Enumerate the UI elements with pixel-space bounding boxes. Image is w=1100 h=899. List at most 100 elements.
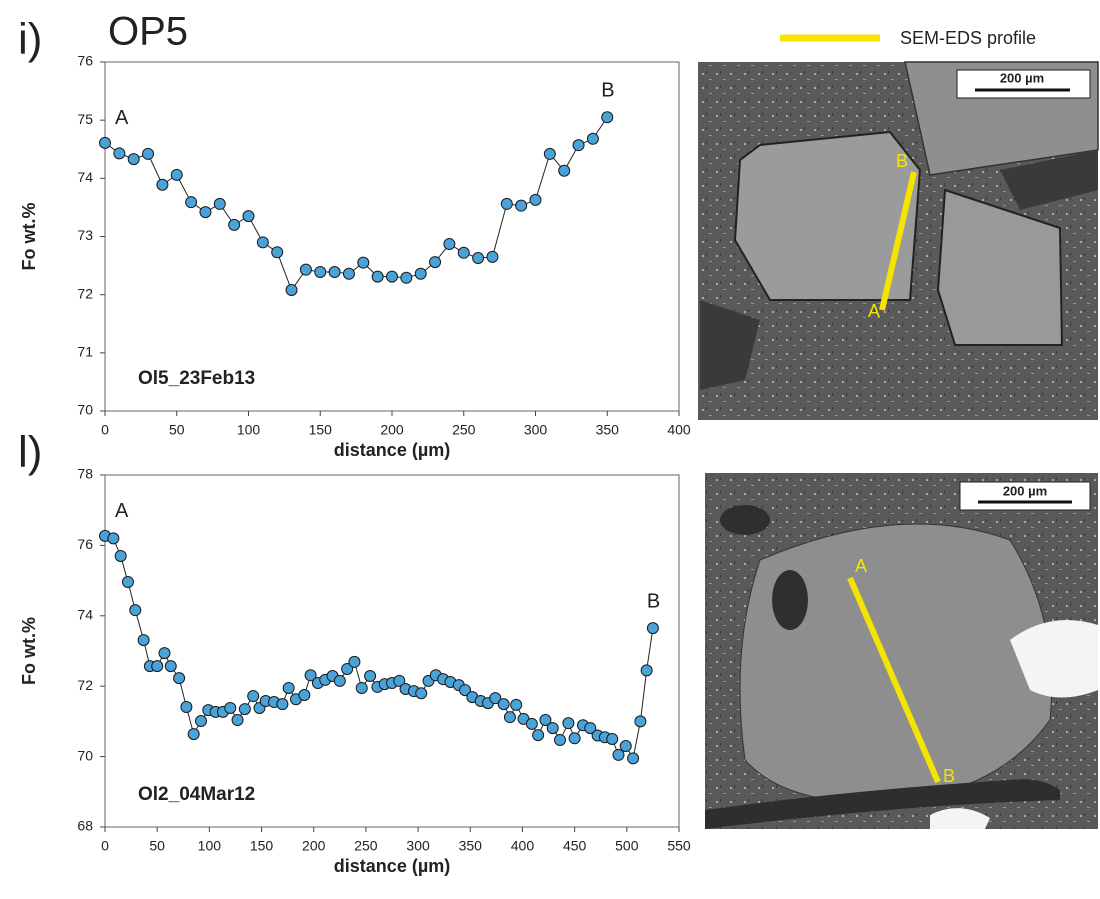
x-tick-label: 450	[563, 838, 587, 854]
data-point	[504, 712, 515, 723]
data-point	[365, 670, 376, 681]
data-point	[128, 154, 139, 165]
y-axis-label: Fo wt.%	[19, 203, 39, 271]
data-point	[349, 656, 360, 667]
y-tick-label: 75	[77, 111, 93, 127]
x-tick-label: 100	[237, 422, 261, 438]
data-point	[430, 257, 441, 268]
legend-label: SEM-EDS profile	[900, 28, 1036, 48]
plot-area	[105, 62, 679, 411]
profile-start: A	[855, 556, 867, 576]
y-tick-label: 74	[77, 607, 93, 623]
data-point	[114, 148, 125, 159]
panel-label: i)	[18, 15, 42, 64]
x-tick-label: 250	[452, 422, 476, 438]
x-tick-label: 0	[101, 422, 109, 438]
y-tick-label: 76	[77, 53, 93, 69]
data-point	[343, 268, 354, 279]
data-point	[257, 237, 268, 248]
data-point	[628, 753, 639, 764]
data-point	[143, 148, 154, 159]
x-tick-label: 300	[406, 838, 430, 854]
data-point	[526, 718, 537, 729]
data-point	[165, 661, 176, 672]
x-axis-label: distance (µm)	[334, 440, 450, 460]
data-point	[533, 730, 544, 741]
x-tick-label: 50	[169, 422, 185, 438]
x-tick-label: 400	[667, 422, 691, 438]
data-point	[647, 623, 658, 634]
data-point	[511, 699, 522, 710]
end-label: B	[601, 80, 614, 102]
y-tick-label: 70	[77, 747, 93, 763]
x-tick-label: 0	[101, 838, 109, 854]
annotation: Ol2_04Mar12	[138, 784, 255, 805]
data-point	[286, 285, 297, 296]
data-point	[239, 704, 250, 715]
data-point	[607, 734, 618, 745]
data-point	[602, 112, 613, 123]
x-tick-label: 350	[596, 422, 620, 438]
data-point	[516, 200, 527, 211]
data-point	[559, 165, 570, 176]
y-tick-label: 68	[77, 818, 93, 834]
data-point	[547, 723, 558, 734]
sem-image: 200 µm A B	[698, 62, 1098, 420]
y-tick-label: 74	[77, 169, 93, 185]
data-point	[473, 253, 484, 264]
data-point	[544, 148, 555, 159]
data-point	[458, 247, 469, 258]
data-point	[122, 577, 133, 588]
x-tick-label: 350	[459, 838, 483, 854]
annotation: Ol5_23Feb13	[138, 368, 255, 389]
x-axis-label: distance (µm)	[334, 856, 450, 876]
data-point	[115, 550, 126, 561]
data-point	[372, 271, 383, 282]
x-tick-label: 250	[354, 838, 378, 854]
profile-end: B	[896, 151, 908, 171]
y-tick-label: 70	[77, 402, 93, 418]
data-point	[229, 219, 240, 230]
data-point	[283, 682, 294, 693]
x-tick-label: 200	[380, 422, 404, 438]
scale-label: 200 µm	[1000, 70, 1044, 85]
data-point	[334, 675, 345, 686]
data-point	[171, 169, 182, 180]
plot-area	[105, 475, 679, 827]
x-tick-label: 50	[149, 838, 165, 854]
x-tick-label: 400	[511, 838, 535, 854]
data-point	[196, 716, 207, 727]
start-label: A	[115, 107, 129, 129]
y-tick-label: 72	[77, 285, 93, 301]
data-point	[159, 648, 170, 659]
data-point	[555, 735, 566, 746]
data-point	[415, 268, 426, 279]
data-point	[130, 605, 141, 616]
data-point	[569, 733, 580, 744]
x-tick-label: 150	[309, 422, 333, 438]
data-point	[248, 691, 259, 702]
data-point	[232, 714, 243, 725]
data-point	[387, 271, 398, 282]
data-point	[243, 211, 254, 222]
figure-title: OP5	[108, 10, 188, 54]
data-point	[174, 673, 185, 684]
end-label: B	[647, 590, 660, 612]
data-point	[214, 198, 225, 209]
data-point	[300, 264, 311, 275]
data-point	[277, 699, 288, 710]
data-point	[186, 197, 197, 208]
data-point	[613, 749, 624, 760]
data-point	[401, 272, 412, 283]
x-tick-label: 150	[250, 838, 274, 854]
data-point	[356, 682, 367, 693]
data-point	[587, 133, 598, 144]
panel-label: l)	[18, 428, 42, 477]
data-point	[188, 729, 199, 740]
data-point	[200, 207, 211, 218]
data-point	[315, 266, 326, 277]
data-point	[620, 741, 631, 752]
y-tick-label: 76	[77, 536, 93, 552]
x-tick-label: 500	[615, 838, 639, 854]
data-point	[444, 239, 455, 250]
